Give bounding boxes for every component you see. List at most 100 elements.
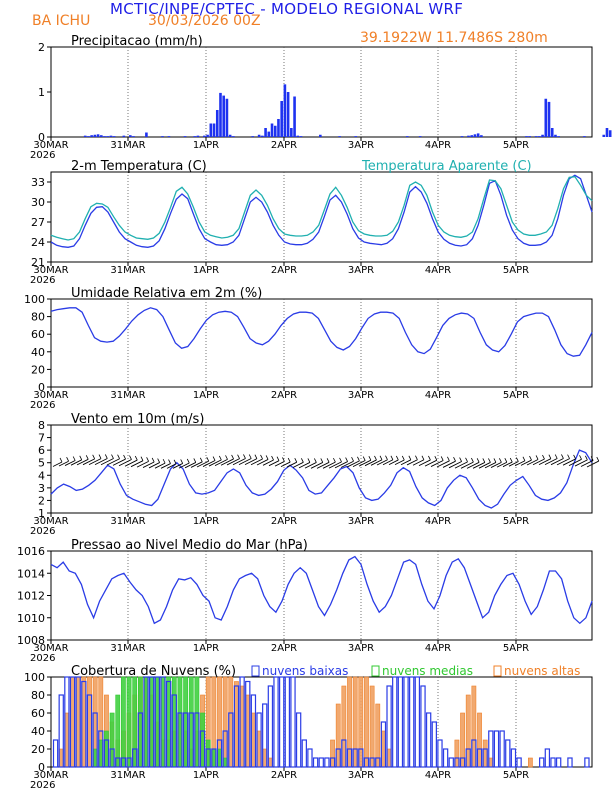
cloud-bar-2: [369, 685, 375, 768]
x-tick-label: 1APR: [193, 390, 219, 401]
wind-barb-flag: [98, 454, 102, 459]
precip-bar: [222, 95, 226, 137]
x-tick-label: 3APR: [348, 390, 374, 401]
wind-barb-flag: [476, 458, 480, 463]
x-year-label: 2026: [30, 150, 55, 161]
legend-label: nuvens baixas: [262, 664, 348, 678]
wind-barb-flag: [471, 457, 474, 463]
cloud-bar-2: [381, 730, 386, 768]
precip-bar: [538, 136, 541, 137]
cloud-bar-0: [284, 676, 291, 768]
wind-barb: [172, 463, 183, 469]
cloud-bar-0: [544, 748, 551, 768]
precip-bar: [338, 136, 341, 137]
wind-barb: [148, 462, 160, 469]
run-date: 30/03/2026 00Z: [148, 13, 261, 29]
legend-swatch: [493, 665, 502, 677]
panel-2: [47, 298, 593, 391]
wind-barb: [256, 459, 269, 466]
cloud-bar-0: [510, 748, 517, 768]
cloud-bar-1: [143, 676, 149, 768]
cloud-bar-0: [75, 676, 81, 768]
wind-barb-flag: [488, 458, 491, 463]
wind-barb-flag: [465, 457, 468, 463]
wind-barb: [394, 459, 405, 466]
cloud-bar-0: [148, 676, 155, 768]
cloud-bar-0: [392, 676, 398, 768]
wind-barb-flag: [85, 455, 89, 460]
wind-barb: [454, 461, 468, 469]
cloud-bar-0: [386, 685, 392, 768]
x-tick-label: 30MAR: [33, 265, 68, 276]
cloud-bar-1: [160, 676, 166, 768]
wind-barb-flag: [459, 457, 462, 462]
cloud-bar-0: [380, 721, 387, 768]
cloud-bar-0: [442, 748, 449, 768]
wind-barb-flag: [333, 457, 336, 463]
x-tick-label: 5APR: [503, 140, 529, 151]
panel-title: Precipitacao (mm/h): [71, 34, 203, 49]
y-tick-label: 30: [31, 196, 45, 209]
y-tick-label: 1010: [17, 612, 45, 625]
wind-barb-flag: [276, 456, 280, 461]
wind-barb-flag: [151, 457, 155, 463]
precip-bar: [93, 134, 97, 137]
x-tick-label: 30MAR: [33, 643, 68, 654]
precip-bar: [270, 123, 274, 137]
x-tick-label: 2APR: [271, 516, 297, 527]
y-tick-label: 1016: [17, 545, 45, 558]
x-tick-label: 5APR: [503, 390, 529, 401]
precip-bar: [87, 136, 90, 137]
y-tick-label: 33: [31, 176, 45, 189]
precip-bar: [228, 134, 232, 137]
panel-4: [47, 550, 593, 644]
cloud-bar-2: [528, 757, 533, 768]
y-tick-label: 1008: [17, 634, 45, 647]
cloud-bar-0: [160, 676, 166, 768]
wind-barb: [514, 460, 526, 467]
cloud-bar-0: [329, 757, 336, 768]
wind-barb: [154, 462, 166, 469]
wind-barb-flag: [590, 456, 594, 461]
x-tick-label: 31MAR: [110, 140, 145, 151]
y-tick-label: 2: [38, 41, 45, 54]
series-line-0: [50, 307, 593, 357]
wind-barb: [286, 461, 297, 468]
wind-barb: [208, 459, 222, 467]
wind-barb-flag: [554, 454, 558, 459]
cloud-bar-0: [171, 694, 177, 768]
wind-barb: [268, 460, 280, 467]
y-tick-label: 27: [31, 216, 45, 229]
x-tick-label: 30MAR: [33, 770, 68, 781]
series-line-0: [50, 449, 593, 509]
cloud-bar-2: [352, 676, 358, 768]
wind-barb-flag: [548, 454, 552, 459]
wind-barb: [382, 459, 394, 466]
x-tick-label: 4APR: [425, 643, 451, 654]
cloud-bar-1: [137, 676, 143, 768]
wind-barb: [112, 458, 126, 466]
panel-5: [47, 665, 593, 771]
y-tick-label: 80: [31, 311, 45, 324]
precip-bar: [480, 135, 483, 137]
wind-barb: [526, 459, 539, 466]
x-tick-label: 5APR: [503, 770, 529, 781]
wind-barb: [190, 461, 203, 468]
x-tick-label: 1APR: [193, 265, 219, 276]
y-tick-label: 80: [31, 689, 45, 702]
wind-barb-flag: [59, 457, 63, 463]
y-tick-label: 1012: [17, 590, 45, 603]
wind-barb: [334, 461, 348, 469]
x-tick-label: 1APR: [193, 516, 219, 527]
cloud-bar-0: [301, 739, 307, 768]
cloud-bar-2: [58, 748, 64, 768]
wind-barb-flag: [374, 455, 377, 461]
precip-bar: [90, 135, 93, 137]
wind-barb-flag: [447, 456, 450, 462]
x-tick-label: 30MAR: [33, 516, 68, 527]
x-tick-label: 2APR: [271, 770, 297, 781]
wind-barb: [232, 458, 246, 466]
cloud-bar-0: [81, 680, 87, 768]
wind-barb-flag: [218, 455, 222, 461]
wind-barb: [52, 461, 63, 467]
